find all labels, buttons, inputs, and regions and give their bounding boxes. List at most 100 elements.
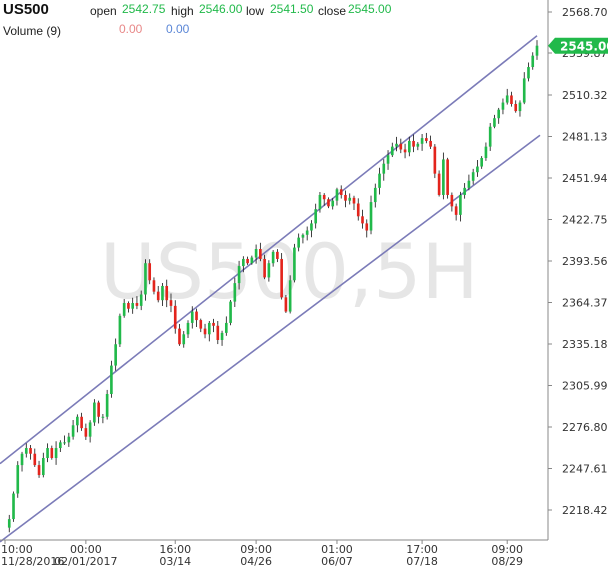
y-tick-label: 2305.99 [562,380,608,393]
candle-body [373,187,377,203]
y-tick-label: 2247.61 [562,463,608,476]
candle-body [59,442,62,449]
candle-body [297,237,300,248]
candle-body [471,172,475,181]
candle-body [344,194,347,201]
candle-body [195,311,198,321]
candles-layer [7,40,539,533]
candle-body [429,140,432,147]
candle-body [463,187,466,195]
low-label: low [246,4,265,18]
candle-body [144,263,147,295]
channel-layer [0,35,541,543]
candle-body [493,118,496,127]
candle-body [71,425,75,437]
candle-body [169,300,173,306]
candle-body [276,251,279,259]
candle-body [395,143,398,147]
x-tick-date: 02/01/2017 [54,555,117,568]
candle-body [237,266,241,284]
x-tick-date: 08/29 [491,555,523,568]
candle-body [399,143,403,150]
candle-body [139,294,143,306]
y-tick-label: 2481.13 [562,131,608,144]
channel-upper-line [0,35,538,465]
candle-body [93,402,96,423]
candle-body [476,166,479,173]
open-label: open [90,4,117,18]
x-tick-time: 09:00 [491,543,523,556]
candle-body [480,158,483,167]
candle-body [33,453,37,466]
candle-body [322,194,326,200]
candle-body [318,194,322,210]
open-value: 2542.75 [122,2,166,16]
candle-body [178,328,181,345]
price-tag-layer: 2545.00 [548,37,610,54]
candle-body [29,448,32,454]
y-tick-label: 2510.32 [562,89,608,102]
x-tick-time: 16:00 [159,543,191,556]
candle-body [203,328,207,335]
candle-body [46,448,49,458]
candle-body [535,45,539,56]
high-label: high [171,4,194,18]
candle-body [63,442,66,444]
high-value: 2546.00 [199,2,243,16]
candle-body [450,194,454,207]
candle-body [122,303,126,316]
candle-body [416,143,420,147]
candle-body [54,448,58,458]
candle-body [284,297,288,312]
candle-body [293,247,296,281]
candle-body [271,251,275,264]
candle-body [339,189,343,195]
candle-body [446,159,449,195]
volume-label: Volume (9) [3,24,62,38]
x-tick-date: 06/07 [321,555,353,568]
candle-body [288,280,292,312]
candle-body [361,216,364,224]
candle-body [488,126,492,147]
candle-body [412,140,415,147]
candle-body [518,102,522,112]
candle-body [212,322,215,326]
close-label: close [318,4,347,18]
candle-body [263,258,266,278]
candle-body [531,55,535,68]
candle-body [259,249,262,259]
candle-body [459,194,462,215]
candle-body [254,249,258,258]
volume-value-1: 0.00 [119,22,143,36]
x-tick-date: 03/14 [159,555,191,568]
candle-body [190,311,194,323]
candle-body [135,303,139,306]
y-tick-label: 2568.70 [562,6,608,19]
candle-body [131,303,134,309]
candle-body [280,258,283,298]
candle-body [216,325,220,340]
y-tick-label: 2218.42 [562,504,608,517]
candle-body [186,322,190,335]
candle-body [497,109,501,119]
close-value: 2545.00 [348,2,392,16]
low-value: 2541.50 [270,2,314,16]
y-tick-label: 2422.75 [562,214,608,227]
candle-body [41,457,45,476]
candle-body [148,263,152,281]
candle-body [182,334,186,345]
candle-body [67,436,71,443]
candle-body [88,422,92,437]
candle-body [352,197,356,204]
y-tick-label: 2276.80 [562,421,608,434]
candle-body [403,149,407,153]
candle-body [454,206,458,215]
candle-body [50,448,54,458]
candle-body [110,365,113,395]
candle-body [348,197,352,201]
volume-value-2: 0.00 [166,22,190,36]
y-tick-label: 2451.94 [562,172,608,185]
candle-body [84,428,88,437]
candle-body [233,283,237,302]
